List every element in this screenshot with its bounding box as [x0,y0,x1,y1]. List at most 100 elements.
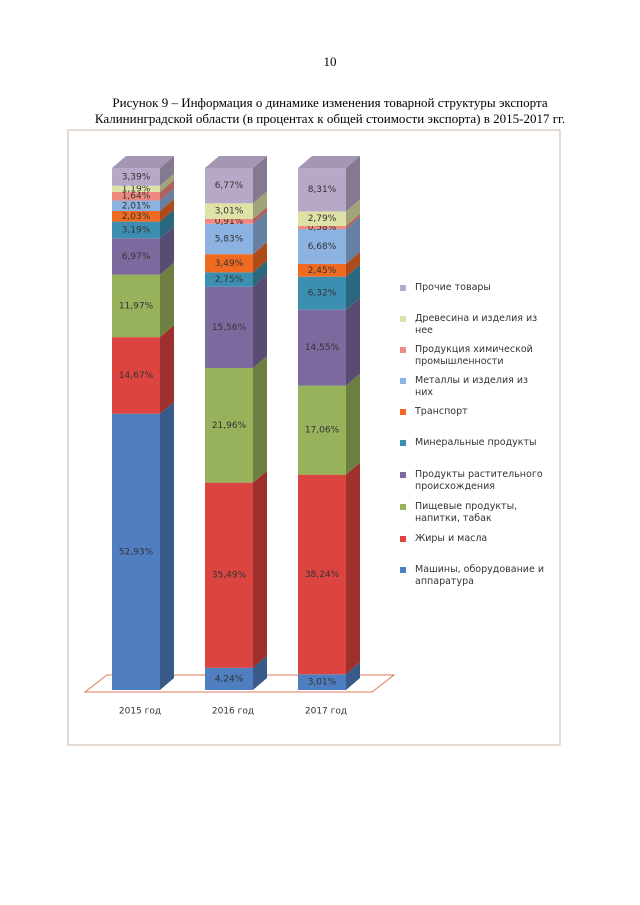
bar-segment [112,274,160,338]
value-label: 35,49% [212,571,247,581]
value-label: 6,77% [215,181,244,191]
bar-segment [205,286,253,368]
bar-segment [205,167,253,204]
legend-label: Прочие товары [415,282,491,293]
value-label: 0,58% [308,223,337,233]
chart-frame [67,129,561,746]
bar-side [253,655,267,690]
bar-segment [112,221,160,239]
x-tick-label: 2017 год [305,707,347,717]
bar-side [160,173,174,192]
bar-side [253,274,267,368]
legend-label: Продукты растительного происхождения [415,469,543,492]
x-tick-label: 2015 год [119,707,161,717]
bar-segment [298,385,346,475]
bar-segment [205,367,253,483]
bar-top [112,156,174,169]
value-label: 3,19% [122,225,151,235]
legend-label: Древесина и изделия из нее [415,313,538,336]
bar-side [160,199,174,222]
bar-segment [205,254,253,273]
bar-segment [205,667,253,690]
bar-segment [112,200,160,212]
value-label: 1,19% [122,184,151,194]
bar-segment [112,211,160,222]
bar-side [346,251,360,277]
bar-side [253,211,267,255]
bar-segment [298,225,346,230]
legend-item: Продукция химической промышленности [400,344,545,368]
legend-label: Пищевые продукты, напитки, табак [415,501,518,524]
bar-side [253,355,267,483]
legend-swatch [400,316,406,322]
bar-segment [298,309,346,386]
bar-segment [205,223,253,255]
value-label: 8,31% [308,185,337,195]
bar-side [346,264,360,310]
value-label: 6,32% [308,289,337,299]
bar-side [160,188,174,212]
bar-side [160,262,174,338]
legend-swatch [400,536,406,542]
bar-side [160,156,174,186]
value-label: 4,24% [215,674,244,684]
value-label: 6,97% [122,252,151,262]
value-label: 3,49% [215,259,244,269]
value-label: 3,01% [308,678,337,688]
bar-side [253,260,267,287]
value-label: 38,24% [305,570,340,580]
page-number: 10 [323,54,337,69]
bar-side [160,401,174,690]
bar-segment [112,238,160,275]
bar-side [346,373,360,475]
legend-swatch [400,347,406,353]
legend-item: Машины, оборудование и аппаратура [400,564,545,588]
bar-side [346,662,360,690]
value-label: 17,06% [305,426,340,436]
bar-segment [205,218,253,224]
legend-item: Металлы и изделия из них [400,375,545,399]
bar-segment [112,168,160,186]
value-label: 2,79% [308,214,337,224]
bar-side [160,226,174,275]
bar-segment [205,482,253,668]
bar-top [298,156,360,169]
legend-item: Транспорт [400,406,545,418]
value-label: 14,67% [119,371,154,381]
bar-segment [112,337,160,414]
value-label: 11,97% [119,301,154,311]
value-label: 3,01% [215,207,244,217]
bar-segment [298,168,346,212]
legend-label: Минеральные продукты [415,437,537,448]
value-label: 0,91% [215,217,244,227]
legend-item: Прочие товары [400,282,545,294]
legend-swatch [400,440,406,446]
legend-label: Машины, оборудование и аппаратура [415,564,544,587]
value-label: 2,45% [308,266,337,276]
legend-item: Продукты растительного происхождения [400,469,545,493]
value-label: 6,68% [308,242,337,252]
bar-side [346,297,360,386]
x-tick-label: 2016 год [212,707,254,717]
legend-swatch [400,378,406,384]
bar-side [253,470,267,668]
bar-side [253,191,267,219]
bar-side [253,242,267,273]
value-label: 3,39% [122,172,151,182]
bar-segment [112,185,160,192]
value-label: 14,55% [305,343,340,353]
bar-segment [298,211,346,226]
bar-segment [205,203,253,219]
bar-segment [112,191,160,201]
legend-label: Продукция химической промышленности [415,344,533,367]
bar-segment [112,413,160,690]
legend-swatch [400,504,406,510]
legend-swatch [400,285,406,291]
bar-top [205,155,267,168]
legend-label: Жиры и масла [415,533,488,544]
legend-item: Жиры и масла [400,533,545,545]
bar-segment [205,272,253,287]
bar-segment [298,474,346,675]
value-label: 52,93% [119,547,154,557]
